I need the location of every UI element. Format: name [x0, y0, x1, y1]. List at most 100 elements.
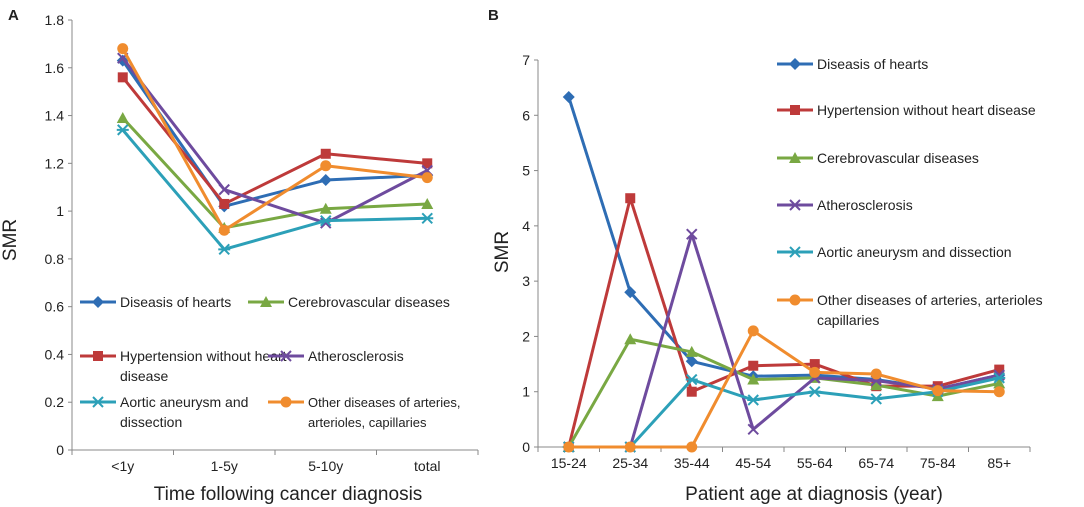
data-point [870, 379, 883, 391]
panel-b-x-axis-title: Patient age at diagnosis (year) [685, 484, 943, 505]
legend-label: Cerebrovascular diseases [817, 150, 979, 166]
legend-label: dissection [120, 414, 182, 430]
y-tick-label: 7 [522, 52, 530, 68]
legend-label: Hypertension without heart disease [817, 102, 1036, 118]
series-line [121, 116, 428, 230]
y-tick-label: 1.6 [45, 60, 65, 76]
legend-label: Other diseases of arteries, arterioles [817, 292, 1043, 308]
legend-entry: Atherosclerosis [268, 348, 404, 364]
data-point [685, 345, 698, 357]
series-circle [117, 43, 433, 236]
data-point [624, 333, 637, 345]
data-point [218, 183, 230, 196]
legend-label: capillaries [817, 312, 879, 328]
data-point [320, 148, 331, 159]
panel-a-letter: A [8, 7, 19, 24]
legend-label: Atherosclerosis [308, 348, 404, 364]
series-star [116, 124, 434, 256]
data-point [747, 325, 759, 337]
data-point [686, 441, 698, 453]
y-tick-label: 1.8 [45, 12, 65, 28]
data-point [870, 368, 882, 380]
legend-swatch-marker [280, 350, 292, 362]
x-tick-label: 85+ [987, 455, 1011, 471]
data-point [932, 385, 944, 397]
panel-b-chart: B 0 1 2 3 4 5 6 7 15-24 25-34 35-44 45-54 55-64 65-74… [488, 7, 1043, 505]
x-tick-label: 5-10y [308, 458, 343, 474]
legend-swatch-marker [93, 351, 103, 361]
x-tick-label: 55-64 [797, 455, 833, 471]
legend-label: Diseasis of hearts [120, 294, 231, 310]
legend-entry: Cerebrovascular diseases [248, 294, 450, 310]
data-point [421, 197, 434, 209]
data-point [748, 360, 759, 371]
legend-label: arterioles, capillaries [308, 415, 427, 430]
panel-a-x-axis-title: Time following cancer diagnosis [154, 484, 423, 505]
y-tick-label: 0 [522, 439, 530, 455]
y-tick-label: 1 [56, 203, 64, 219]
series-diamond [116, 54, 434, 213]
data-point [422, 158, 433, 169]
data-point [319, 174, 332, 187]
data-point [116, 111, 129, 123]
y-tick-label: 0.4 [45, 346, 65, 362]
y-tick-label: 3 [522, 273, 530, 289]
series-line [568, 376, 1000, 449]
y-tick-label: 1.2 [45, 155, 65, 171]
y-tick-label: 2 [522, 328, 530, 344]
data-point [809, 366, 821, 378]
x-tick-label: 75-84 [920, 455, 956, 471]
x-tick-label: 25-34 [612, 455, 648, 471]
x-tick-label: 1-5y [211, 458, 238, 474]
y-tick-label: 0.8 [45, 251, 65, 267]
legend-swatch-marker [280, 396, 292, 408]
x-tick-label: 65-74 [858, 455, 894, 471]
x-tick-label: <1y [111, 458, 134, 474]
panel-b-letter: B [488, 7, 499, 24]
panel-a-y-axis-title: SMR [0, 219, 21, 261]
x-tick-label: 35-44 [674, 455, 710, 471]
legend-swatch-marker [789, 294, 801, 306]
data-point [624, 286, 637, 299]
data-point [686, 228, 698, 240]
legend-label: Aortic aneurysm and dissection [817, 244, 1012, 260]
series-line [568, 329, 1000, 449]
x-tick-label: total [414, 458, 440, 474]
legend-swatch-marker [789, 199, 801, 211]
data-point [563, 441, 575, 453]
data-point [421, 212, 434, 224]
series-circle [563, 325, 1005, 453]
data-point [319, 202, 332, 214]
data-point [747, 394, 760, 406]
x-tick-label: 15-24 [551, 455, 587, 471]
series-diamond [562, 91, 1006, 395]
y-tick-label: 0.6 [45, 299, 65, 315]
data-point [319, 214, 332, 227]
data-point [117, 43, 129, 55]
series-line [121, 59, 428, 208]
legend-label: Diseasis of hearts [817, 56, 928, 72]
legend-label: Hypertension without heart [120, 348, 287, 364]
legend-swatch-marker [789, 246, 801, 258]
data-point [625, 193, 636, 204]
data-point [994, 364, 1005, 375]
x-tick-label: 45-54 [735, 455, 771, 471]
data-point [116, 124, 129, 136]
legend-swatch-marker [92, 396, 104, 408]
data-point [686, 386, 697, 397]
legend-label: disease [120, 368, 168, 384]
series-square [563, 193, 1005, 452]
series-line [121, 57, 428, 225]
legend-swatch-marker [789, 58, 801, 70]
y-tick-label: 6 [522, 107, 530, 123]
data-point [218, 243, 231, 256]
legend-swatch-marker [790, 105, 800, 115]
data-point [685, 373, 698, 386]
data-point [421, 172, 433, 184]
data-point [993, 372, 1006, 384]
legend-entry: Atherosclerosis [777, 197, 913, 213]
legend-label: Atherosclerosis [817, 197, 913, 213]
legend-entry: Other diseases of arteries, arterioles, c… [268, 395, 460, 430]
legend-entry: Cerebrovascular diseases [777, 150, 979, 166]
data-point [219, 198, 230, 209]
